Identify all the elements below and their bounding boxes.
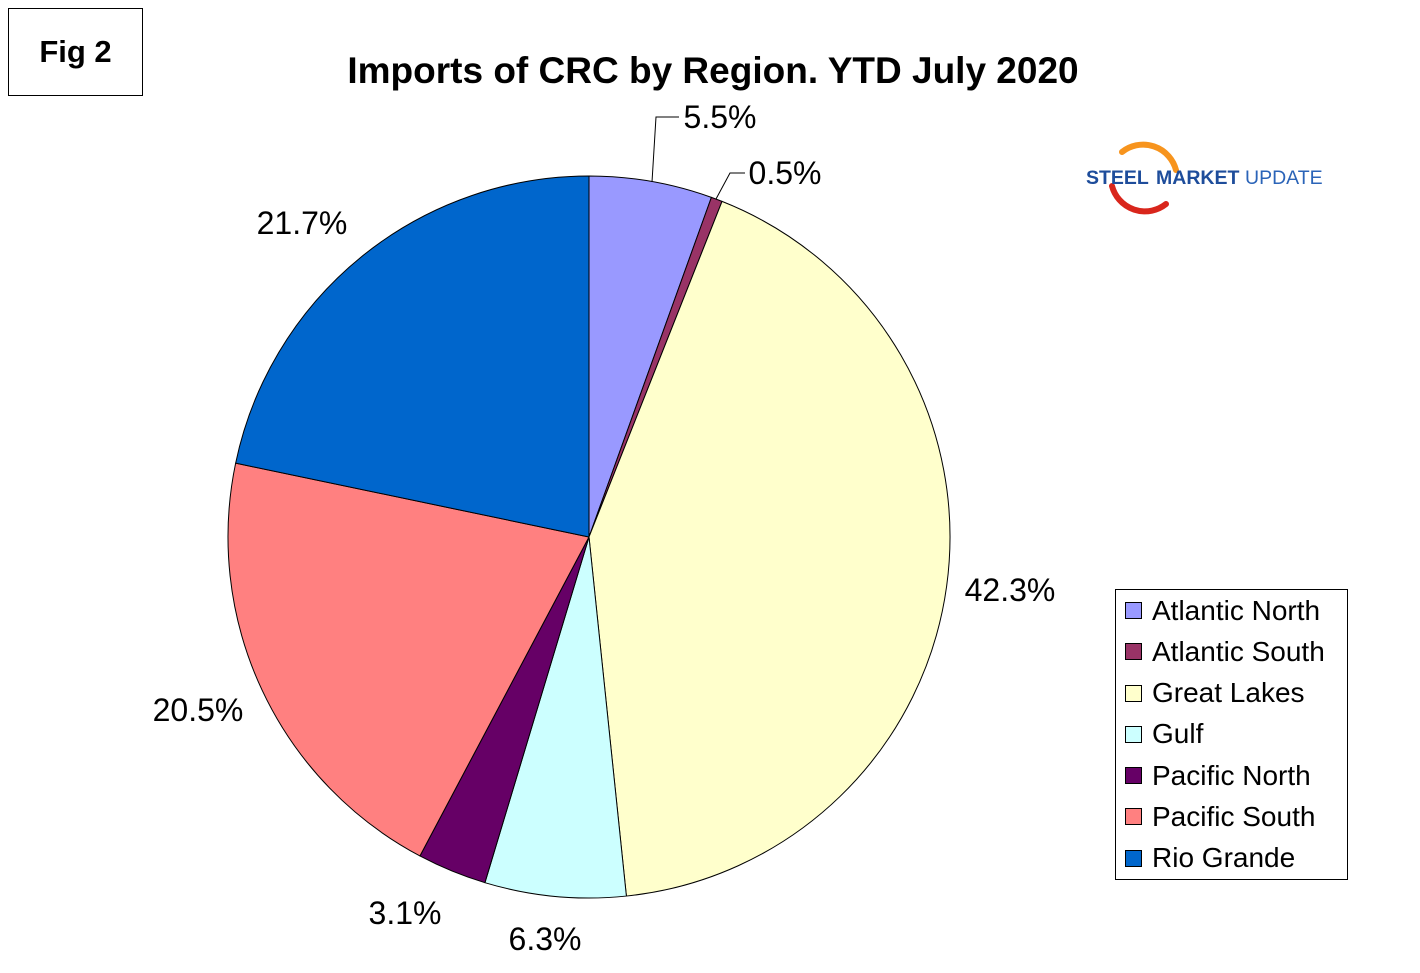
legend-swatch — [1125, 643, 1142, 661]
legend-label: Rio Grande — [1152, 842, 1296, 874]
data-label-pacific-north: 3.1% — [369, 895, 442, 931]
legend-label: Atlantic North — [1152, 594, 1321, 626]
pie-slice-great-lakes — [588, 200, 951, 897]
pie-slices — [227, 175, 951, 899]
pie-slice-rio-grande — [235, 175, 590, 538]
legend-label: Pacific North — [1152, 759, 1311, 791]
data-label-great-lakes: 42.3% — [965, 572, 1056, 608]
legend-label: Gulf — [1152, 718, 1204, 750]
legend-swatch — [1125, 725, 1142, 743]
legend-item-pacific-south: Pacific South — [1116, 796, 1347, 837]
logo-word-market: MARKET — [1156, 167, 1239, 189]
data-label-rio-grande: 21.7% — [257, 205, 348, 241]
legend-swatch — [1125, 684, 1142, 702]
legend-item-great-lakes: Great Lakes — [1116, 673, 1347, 714]
legend-item-rio-grande: Rio Grande — [1116, 838, 1347, 879]
data-label-atlantic-south: 0.5% — [749, 155, 822, 191]
legend-swatch — [1125, 767, 1142, 785]
pie-slice-gulf — [484, 536, 627, 899]
leader-line-atlantic-south — [715, 172, 745, 200]
legend-label: Atlantic South — [1152, 635, 1325, 667]
legend-item-atlantic-north: Atlantic North — [1116, 590, 1347, 631]
data-label-pacific-south: 20.5% — [153, 692, 244, 728]
logo-word-update: UPDATE — [1245, 167, 1323, 189]
legend-item-gulf: Gulf — [1116, 714, 1347, 755]
legend-label: Great Lakes — [1152, 677, 1305, 709]
legend-item-atlantic-south: Atlantic South — [1116, 631, 1347, 672]
pie-slice-pacific-south — [227, 462, 590, 857]
leader-line-atlantic-north — [651, 116, 679, 183]
chart-legend: Atlantic North Atlantic South Great Lake… — [1115, 589, 1348, 880]
legend-swatch — [1125, 602, 1142, 620]
figure-label: Fig 2 — [39, 34, 112, 69]
leader-lines — [651, 116, 745, 200]
data-label-atlantic-north: 5.5% — [684, 99, 757, 135]
figure-label-box: Fig 2 — [8, 8, 143, 96]
legend-swatch — [1125, 808, 1142, 826]
data-labels: 5.5% 0.5% 42.3% 6.3% 3.1% 20.5% 21.7% — [153, 99, 1056, 957]
chart-title: Imports of CRC by Region. YTD July 2020 — [347, 50, 1078, 91]
legend-item-pacific-north: Pacific North — [1116, 755, 1347, 796]
logo-swoosh-icon — [1109, 141, 1179, 215]
legend-swatch — [1125, 849, 1142, 867]
data-label-gulf: 6.3% — [509, 921, 582, 957]
legend-label: Pacific South — [1152, 800, 1316, 832]
steel-market-update-logo: STEEL MARKET UPDATE — [1086, 141, 1323, 215]
logo-word-steel: STEEL — [1086, 167, 1149, 189]
